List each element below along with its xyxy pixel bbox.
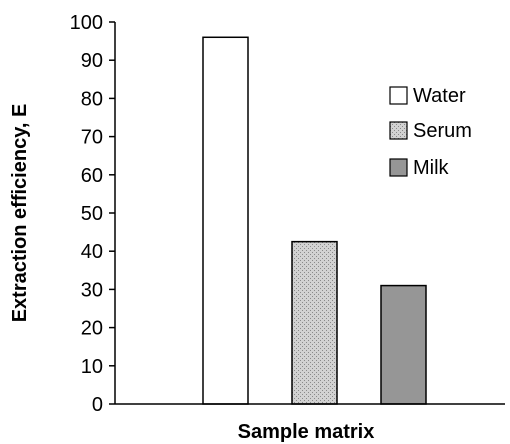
bar-milk [380,284,427,405]
y-tick-label: 10 [81,356,103,378]
y-tick-label: 20 [81,318,103,340]
y-tick-label: 40 [81,241,103,263]
y-axis-title: Extraction efficiency, E [9,104,31,323]
y-tick-label: 70 [81,127,103,149]
y-tick-label: 90 [81,50,103,72]
y-axis-ticks: 0 10 20 30 40 50 60 70 80 90 100 [70,12,115,416]
legend-swatch-water [389,86,408,105]
y-tick-label: 50 [81,203,103,225]
legend-label-serum: Serum [413,120,472,142]
plot-area [202,36,427,405]
y-tick-label: 100 [70,12,103,34]
legend-label-milk: Milk [413,157,450,179]
bar-water [202,36,249,405]
legend-swatch-milk [389,158,408,177]
legend-swatch-serum [389,121,408,140]
y-tick-label: 60 [81,165,103,187]
legend-label-water: Water [413,85,466,107]
y-tick-label: 80 [81,88,103,110]
y-tick-label: 30 [81,279,103,301]
legend: Water Serum Milk [389,85,472,179]
bar-serum [291,240,338,405]
x-axis-title: Sample matrix [238,421,375,443]
y-tick-label: 0 [92,394,103,416]
